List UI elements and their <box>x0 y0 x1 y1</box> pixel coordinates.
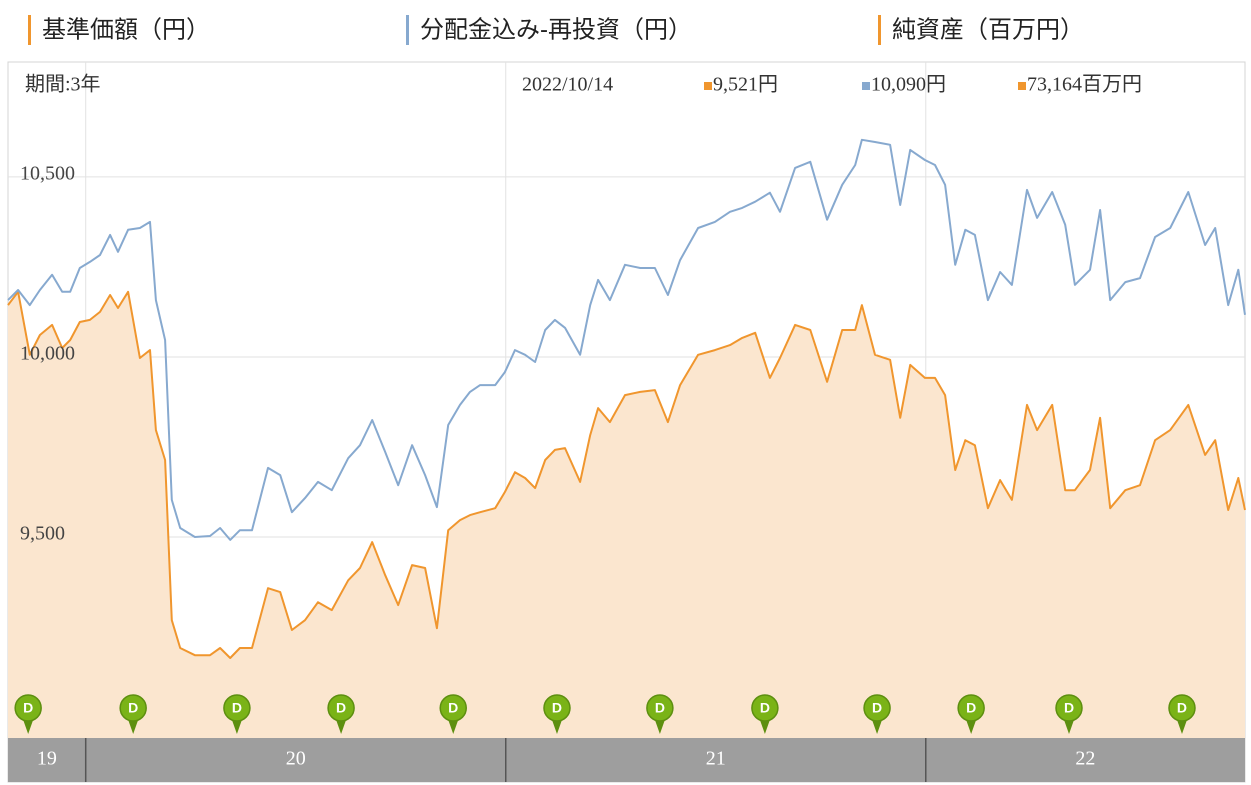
marker-label: D <box>448 700 458 716</box>
legend-label: 分配金込み-再投資（円） <box>420 16 692 43</box>
x-tick-label: 22 <box>1075 748 1095 770</box>
marker-label: D <box>336 700 346 716</box>
distribution-marker: D <box>957 694 985 734</box>
legend-label: 純資産（百万円） <box>892 16 1084 43</box>
marker-circle <box>646 694 674 722</box>
marker-circle <box>14 694 42 722</box>
distribution-marker: D <box>327 694 355 734</box>
distribution-marker: D <box>751 694 779 734</box>
readout-value: 73,164百万円 <box>1027 74 1142 96</box>
distribution-marker: D <box>1055 694 1083 734</box>
marker-label: D <box>552 700 562 716</box>
marker-circle <box>439 694 467 722</box>
legend-swatch <box>878 15 881 45</box>
y-tick-label: 9,500 <box>20 523 65 545</box>
y-tick-label: 10,500 <box>20 162 75 184</box>
marker-circle <box>1168 694 1196 722</box>
distribution-marker: D <box>863 694 891 734</box>
readout-date: 2022/10/14 <box>522 74 613 96</box>
series-line <box>7 138 1246 541</box>
overlay-layer: 9,500 10,000 10,500 19 20 21 22 D D D D D D D D D D D D <box>14 162 1196 782</box>
marker-label: D <box>128 700 138 716</box>
marker-label: D <box>872 700 882 716</box>
distribution-marker: D <box>646 694 674 734</box>
marker-circle <box>223 694 251 722</box>
marker-label: D <box>232 700 242 716</box>
marker-circle <box>327 694 355 722</box>
x-tick-label: 19 <box>37 748 57 770</box>
marker-label: D <box>23 700 33 716</box>
marker-label: D <box>655 700 665 716</box>
data-layer <box>7 138 1246 738</box>
distribution-marker: D <box>1168 694 1196 734</box>
legend-label: 基準価額（円） <box>42 16 210 43</box>
marker-circle <box>863 694 891 722</box>
legend-swatch <box>28 15 31 45</box>
readout-swatch <box>1018 82 1026 90</box>
marker-label: D <box>760 700 770 716</box>
distribution-marker: D <box>119 694 147 734</box>
marker-circle <box>119 694 147 722</box>
marker-circle <box>1055 694 1083 722</box>
x-tick-label: 20 <box>286 748 306 770</box>
y-tick-label: 10,000 <box>20 343 75 365</box>
marker-label: D <box>1177 700 1187 716</box>
series-line <box>7 290 1246 659</box>
period-label: 期間:3年 <box>25 73 101 96</box>
distribution-marker: D <box>439 694 467 734</box>
marker-circle <box>543 694 571 722</box>
marker-circle <box>751 694 779 722</box>
readout-swatch <box>704 82 712 90</box>
marker-label: D <box>1064 700 1074 716</box>
time-bar <box>8 738 1245 782</box>
distribution-marker: D <box>223 694 251 734</box>
area <box>8 291 1245 738</box>
legend-swatch <box>406 15 409 45</box>
distribution-marker: D <box>543 694 571 734</box>
readout-value: 10,090円 <box>871 74 946 96</box>
x-tick-label: 21 <box>706 748 726 770</box>
marker-circle <box>957 694 985 722</box>
readout-swatch <box>862 82 870 90</box>
marker-label: D <box>966 700 976 716</box>
readout-value: 9,521円 <box>713 74 778 96</box>
distribution-marker: D <box>14 694 42 734</box>
